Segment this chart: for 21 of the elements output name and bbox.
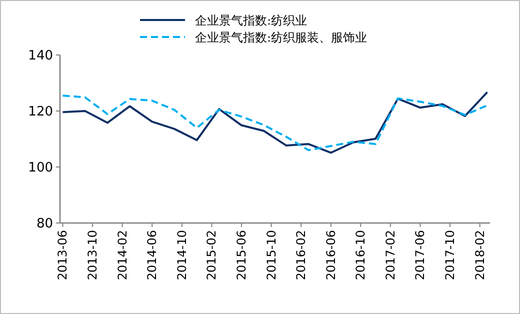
x-tick-label: 2014-02 — [115, 230, 130, 280]
y-tick-label: 80 — [36, 216, 53, 232]
y-tick-label: 140 — [28, 48, 53, 64]
x-tick-label: 2013-06 — [56, 230, 70, 280]
x-tick-label: 2017-10 — [443, 230, 458, 280]
x-tick-label: 2015-10 — [264, 230, 278, 280]
x-tick-label: 2015-06 — [234, 230, 248, 280]
x-tick-label: 2018-02 — [472, 230, 487, 280]
x-tick-label: 2014-06 — [145, 230, 160, 280]
x-tick-label: 2016-02 — [294, 230, 308, 280]
y-tick-label: 100 — [28, 160, 53, 176]
x-tick-label: 2013-10 — [86, 230, 100, 280]
legend-label: 企业景气指数:纺织服装、服饰业 — [195, 30, 368, 44]
y-tick-label: 120 — [28, 104, 53, 120]
x-tick-label: 2016-10 — [354, 230, 368, 280]
x-tick-label: 2017-02 — [383, 230, 398, 280]
x-tick-label: 2015-02 — [204, 230, 219, 280]
x-tick-label: 2016-06 — [324, 230, 338, 280]
legend-label: 企业景气指数:纺织业 — [195, 14, 308, 28]
x-tick-label: 2014-10 — [174, 230, 189, 280]
x-tick-label: 2017-06 — [413, 230, 428, 280]
